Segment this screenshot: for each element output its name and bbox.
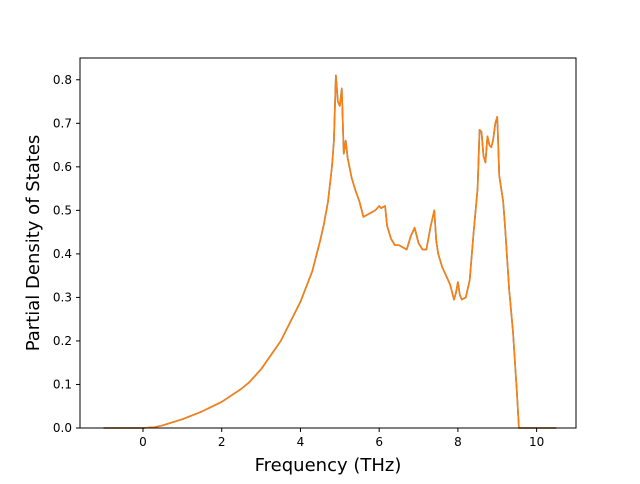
y-tick-label: 0.7 [53, 116, 72, 130]
y-tick-label: 0.1 [53, 377, 72, 391]
x-axis-label: Frequency (THz) [255, 455, 402, 476]
x-tick-label: 8 [454, 435, 462, 449]
y-tick-label: 0.5 [53, 203, 72, 217]
y-tick-label: 0.4 [53, 247, 72, 261]
y-tick-label: 0.0 [53, 421, 72, 435]
x-ticks: 0 2 4 6 8 10 [139, 428, 544, 449]
x-tick-label: 2 [218, 435, 226, 449]
x-tick-label: 4 [297, 435, 305, 449]
y-tick-label: 0.6 [53, 160, 72, 174]
y-ticks: 0.0 0.1 0.2 0.3 0.4 0.5 0.6 0.7 0.8 [53, 73, 80, 435]
series-line-1 [103, 74, 557, 429]
axes-frame [79, 57, 577, 429]
x-tick-label: 0 [139, 435, 147, 449]
series-layer [103, 74, 557, 429]
x-tick-label: 6 [375, 435, 383, 449]
y-tick-label: 0.3 [53, 290, 72, 304]
x-tick-label: 10 [529, 435, 544, 449]
y-axis-label: Partial Density of States [23, 135, 44, 352]
y-tick-label: 0.8 [53, 73, 72, 87]
y-tick-label: 0.2 [53, 334, 72, 348]
plot-area [80, 58, 576, 428]
